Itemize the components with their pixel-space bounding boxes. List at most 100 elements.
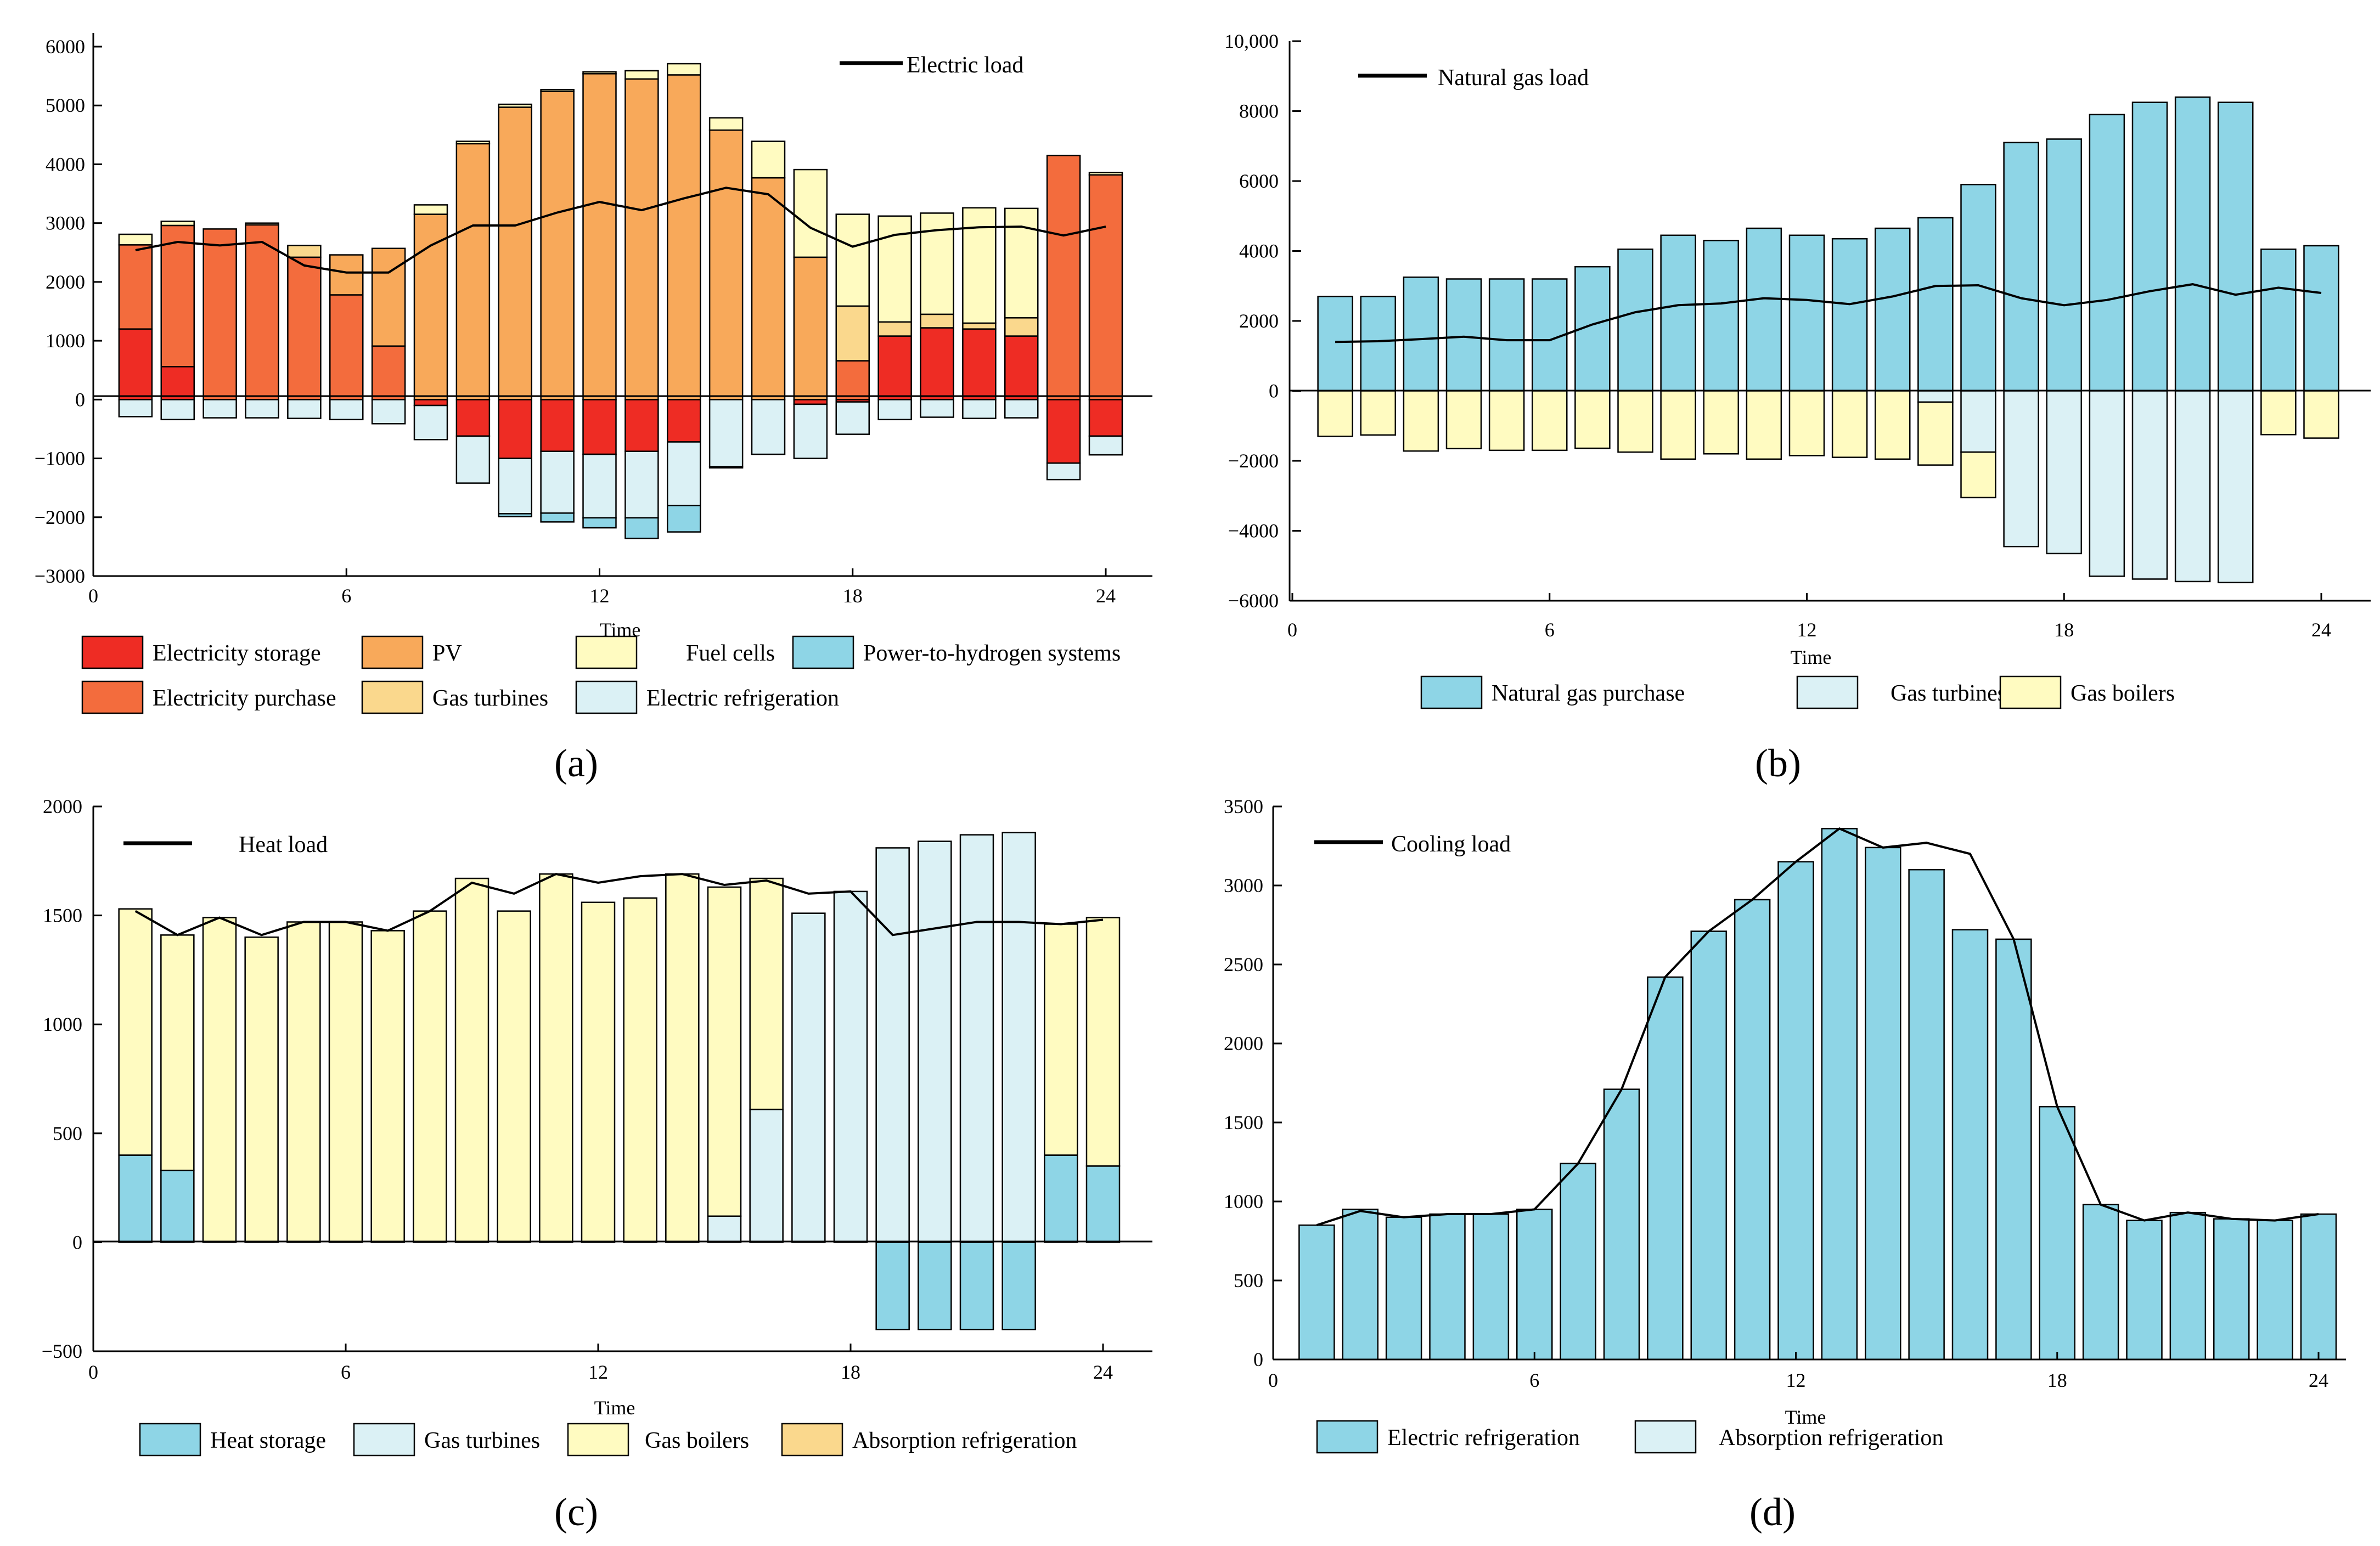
panel-a-y-tick-label: −2000 [35, 506, 85, 528]
bar-gas-turbines-21 [2174, 390, 2211, 583]
bar-gas-boilers-4 [244, 936, 279, 1243]
bar-gas-boilers-3 [202, 917, 237, 1243]
bar-gas-boilers-5 [1488, 390, 1525, 452]
panel-c-bars [118, 832, 1121, 1330]
bar-gas-boilers-4 [1445, 390, 1482, 449]
panel-c-x-tick-label: 24 [1093, 1361, 1113, 1383]
panel-b-y-tick-label: 4000 [1239, 240, 1279, 262]
panel-b-legend: Natural gas purchase Gas turbines Gas boil… [1420, 675, 2175, 709]
bar-pv-15 [708, 129, 744, 400]
bar-fuel-cells-14 [667, 63, 701, 76]
bar-pv-9 [455, 143, 491, 400]
bar-pv-6 [329, 254, 364, 296]
panel-d-caption: (d) [1749, 1490, 1796, 1534]
bar-gas-boilers-8 [1617, 390, 1653, 453]
panel-d-x-tick-label: 0 [1268, 1369, 1278, 1391]
bar-pv-13 [624, 78, 659, 400]
bar-natural-gas-purchase-20 [2131, 101, 2168, 392]
panel-a-y-tick-label: 5000 [46, 94, 85, 116]
panel-c-y-tick-label: 1000 [43, 1013, 82, 1035]
bar-natural-gas-purchase-2 [1360, 296, 1396, 392]
bar-fuel-cells-19 [877, 215, 912, 323]
bar-power-to-hydrogen-systems-12 [582, 517, 617, 529]
bar-fuel-cells-2 [160, 221, 195, 227]
bar-heat-storage-20 [918, 1242, 952, 1330]
panel-d-y-tick-label: 2500 [1224, 953, 1263, 975]
bar-fuel-cells-1 [118, 233, 153, 246]
bar-electricity-storage-21 [962, 328, 997, 400]
heat-load-legend-label: Heat load [239, 832, 328, 857]
bar-fuel-cells-9 [455, 140, 491, 145]
bar-electricity-purchase-7 [371, 345, 406, 400]
panel-a-x-tick-label: 12 [590, 585, 610, 607]
bar-gas-boilers-10 [1703, 390, 1739, 455]
bar-gas-turbines-20 [918, 840, 952, 1243]
panel-b-y-tick-label: 10,000 [1224, 30, 1279, 52]
bar-gas-turbines-15 [707, 1215, 742, 1243]
bar-natural-gas-purchase-15 [1917, 217, 1954, 392]
legend-label-electricity-storage: Electricity storage [153, 641, 321, 666]
bar-natural-gas-purchase-16 [1960, 184, 1996, 392]
bar-gas-boilers-7 [1574, 390, 1611, 449]
bar-electricity-storage-24 [1088, 399, 1123, 437]
bar-electric-refrigeration-6 [329, 399, 364, 421]
panel-c-y-tick-label: 0 [72, 1231, 82, 1253]
bar-heat-storage-21 [959, 1242, 994, 1330]
bar-natural-gas-purchase-12 [1788, 234, 1825, 392]
bar-electric-refrigeration-21 [962, 399, 997, 419]
legend-swatch-gas-boilers [1999, 675, 2062, 709]
panel-b-y-tick-label: 8000 [1239, 100, 1279, 122]
panel-a-x-tick-label: 0 [88, 585, 98, 607]
bar-natural-gas-purchase-17 [2003, 142, 2039, 392]
panel-d-bars [1298, 828, 2337, 1361]
bar-gas-boilers-2 [160, 934, 195, 1171]
bar-electric-refrigeration-5 [287, 399, 322, 419]
bar-gas-boilers-11 [1746, 390, 1782, 460]
bar-gas-boilers-5 [286, 921, 321, 1243]
bar-natural-gas-purchase-10 [1703, 240, 1739, 392]
bar-electric-refrigeration-6 [1516, 1209, 1553, 1361]
bar-gas-turbines-18 [833, 890, 868, 1243]
bar-gas-turbines-17 [791, 912, 826, 1243]
bar-electricity-storage-17 [793, 399, 828, 405]
legend-label-pv: PV [432, 641, 462, 666]
legend-swatch-gas-turbines [361, 680, 424, 714]
bar-electric-refrigeration-2 [160, 399, 195, 421]
panel-b-x-tick-label: 18 [2054, 619, 2074, 641]
bar-electricity-purchase-1 [118, 244, 153, 330]
panel-c-caption: (c) [554, 1490, 598, 1534]
bar-fuel-cells-17 [793, 168, 828, 258]
panel-b-y-tick-label: 2000 [1239, 310, 1279, 332]
bar-gas-turbines-20 [920, 313, 954, 329]
panel-c-x-label: Time [594, 1397, 635, 1419]
legend-label-natural-gas-purchase: Natural gas purchase [1492, 681, 1685, 706]
panel-d-x-tick-label: 18 [2047, 1369, 2067, 1391]
bar-electric-refrigeration-4 [1429, 1213, 1466, 1361]
bar-gas-boilers-1 [1317, 390, 1353, 437]
bar-fuel-cells-15 [708, 117, 744, 131]
bar-gas-turbines-22 [1001, 832, 1036, 1243]
bar-gas-turbines-21 [962, 322, 997, 330]
panel-a-legend: Electricity storage PV Fuel cells Power-to-… [81, 635, 1121, 714]
bar-electricity-purchase-24 [1088, 174, 1123, 400]
bar-electricity-storage-23 [1046, 399, 1081, 464]
panel-d-y-tick-label: 500 [1234, 1269, 1263, 1291]
legend-label-gas-boilers: Gas boilers [2070, 681, 2175, 706]
legend-label-absorption-refrigeration: Absorption refrigeration [1719, 1425, 1943, 1451]
bar-electric-refrigeration-16 [1951, 929, 1989, 1361]
bar-electric-refrigeration-8 [1603, 1088, 1640, 1361]
panel-d-y-ticks: 3500 3000 2500 2000 1500 1000 500 0 [1224, 795, 1282, 1370]
panel-d-y-tick-label: 3500 [1224, 795, 1263, 817]
bar-fuel-cells-8 [413, 204, 448, 215]
bar-fuel-cells-24 [1088, 172, 1123, 176]
bar-gas-boilers-23 [1044, 923, 1078, 1156]
bar-electric-refrigeration-3 [202, 399, 237, 419]
bar-fuel-cells-16 [751, 140, 786, 179]
bar-electric-refrigeration-10 [1690, 930, 1727, 1361]
legend-swatch-electricity-purchase [81, 680, 144, 714]
bar-electric-refrigeration-16 [751, 399, 786, 455]
panel-b-x-tick-label: 24 [2311, 619, 2331, 641]
bar-natural-gas-purchase-3 [1403, 277, 1439, 392]
